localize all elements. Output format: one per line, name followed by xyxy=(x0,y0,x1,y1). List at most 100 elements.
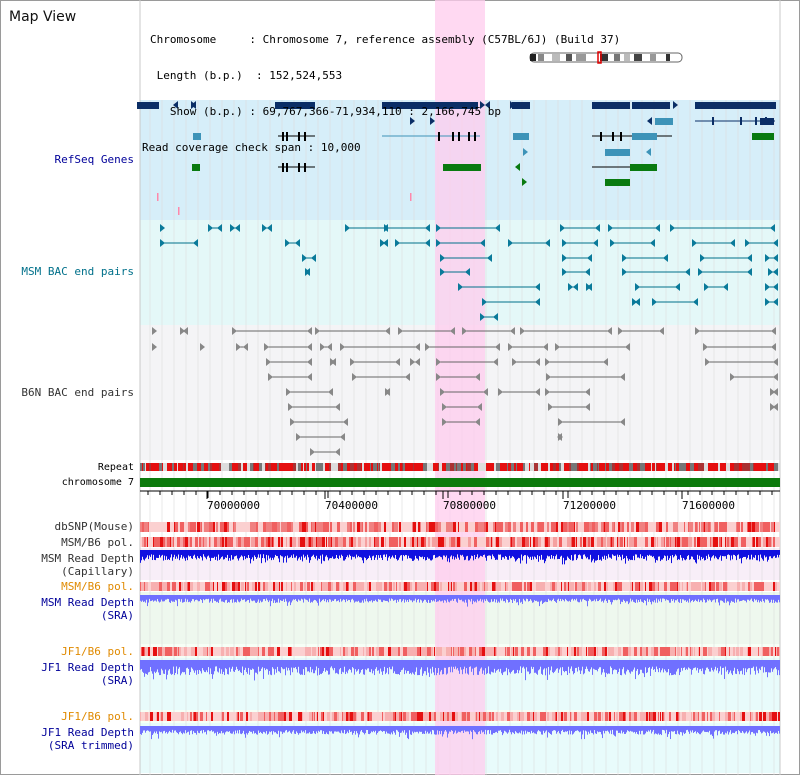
depth-bar xyxy=(444,726,445,732)
depth-bar xyxy=(539,660,540,670)
polymorphism-cell xyxy=(395,712,396,721)
track-label-b6n-bac[interactable]: B6N BAC end pairs xyxy=(21,386,134,399)
ideogram-band xyxy=(576,54,586,61)
depth-bar xyxy=(520,550,521,564)
depth-bar xyxy=(593,660,594,669)
depth-bar xyxy=(649,550,650,555)
repeat-bar xyxy=(409,463,411,471)
depth-bar xyxy=(446,595,447,603)
gene-block xyxy=(382,102,478,109)
depth-bar xyxy=(649,660,650,668)
polymorphism-cell xyxy=(244,522,246,532)
polymorphism-cell xyxy=(562,537,565,547)
polymorphism-cell xyxy=(187,647,188,656)
depth-bar xyxy=(317,550,318,561)
polymorphism-cell xyxy=(399,582,401,591)
depth-bar xyxy=(719,550,720,558)
polymorphism-cell xyxy=(142,647,144,656)
depth-bar xyxy=(463,595,464,602)
bac-end-icon xyxy=(695,327,700,335)
depth-bar xyxy=(753,726,754,734)
polymorphism-cell xyxy=(671,537,672,547)
depth-bar xyxy=(168,726,169,733)
depth-bar xyxy=(642,660,643,673)
polymorphism-cell xyxy=(355,647,358,656)
depth-bar xyxy=(569,726,570,731)
depth-bar xyxy=(167,660,168,675)
polymorphism-cell xyxy=(429,522,432,532)
polymorphism-cell xyxy=(158,647,161,656)
depth-bar xyxy=(640,726,641,735)
repeat-bar xyxy=(341,463,343,471)
depth-bar xyxy=(472,550,473,557)
polymorphism-cell xyxy=(550,537,553,547)
polymorphism-cell xyxy=(236,647,238,656)
depth-bar xyxy=(308,595,309,602)
depth-bar xyxy=(595,595,596,602)
polymorphism-cell xyxy=(319,647,320,656)
polymorphism-cell xyxy=(298,582,300,591)
depth-bar xyxy=(346,595,347,600)
depth-bar xyxy=(559,726,560,734)
gene-exon xyxy=(452,132,454,141)
depth-bar xyxy=(570,595,571,602)
depth-bar xyxy=(769,595,770,603)
depth-bar xyxy=(717,595,718,599)
depth-bar xyxy=(225,726,226,733)
depth-bar xyxy=(742,660,743,675)
depth-bar xyxy=(755,595,756,601)
depth-bar xyxy=(146,660,147,674)
polymorphism-cell xyxy=(323,712,324,721)
depth-bar xyxy=(358,660,359,670)
polymorphism-cell xyxy=(371,647,372,656)
depth-bar xyxy=(756,550,757,561)
polymorphism-cell xyxy=(211,647,213,656)
polymorphism-cell xyxy=(358,537,361,547)
depth-bar xyxy=(165,726,166,734)
depth-bar xyxy=(574,550,575,555)
depth-bar xyxy=(419,660,420,676)
polymorphism-cell xyxy=(157,537,160,547)
depth-bar xyxy=(568,595,569,602)
depth-bar xyxy=(544,726,545,734)
depth-bar xyxy=(407,660,408,672)
depth-bar xyxy=(710,595,711,601)
track-label-refseq[interactable]: RefSeq Genes xyxy=(54,153,134,166)
depth-bar xyxy=(677,726,678,731)
depth-bar xyxy=(554,726,555,731)
polymorphism-cell xyxy=(265,582,268,591)
depth-bar xyxy=(732,550,733,560)
depth-bar xyxy=(158,550,159,558)
depth-bar xyxy=(438,660,439,668)
polymorphism-cell xyxy=(439,647,442,656)
depth-bar xyxy=(276,726,277,734)
depth-bar xyxy=(432,660,433,667)
depth-bar xyxy=(427,726,428,732)
bac-end-icon xyxy=(268,373,273,381)
polymorphism-cell xyxy=(587,582,588,591)
depth-bar xyxy=(742,595,743,601)
polymorphism-cell xyxy=(772,712,775,721)
polymorphism-cell xyxy=(452,647,453,656)
repeat-bar xyxy=(411,463,413,471)
depth-bar xyxy=(237,595,238,600)
depth-bar xyxy=(560,550,561,557)
depth-bar xyxy=(507,726,508,734)
polymorphism-cell xyxy=(308,522,311,532)
depth-bar xyxy=(621,726,622,731)
depth-bar xyxy=(667,550,668,556)
depth-bar xyxy=(679,660,680,676)
depth-bar xyxy=(147,726,148,731)
track-label-msm-bac[interactable]: MSM BAC end pairs xyxy=(21,265,134,278)
polymorphism-cell xyxy=(654,522,656,532)
depth-bar xyxy=(148,726,149,731)
polymorphism-cell xyxy=(385,712,388,721)
depth-bar xyxy=(413,595,414,601)
gene-block xyxy=(592,102,630,109)
bac-end-icon xyxy=(160,224,165,232)
depth-bar xyxy=(270,595,271,607)
depth-bar xyxy=(340,726,341,734)
repeat-bar xyxy=(701,463,704,471)
polymorphism-cell xyxy=(591,647,594,656)
